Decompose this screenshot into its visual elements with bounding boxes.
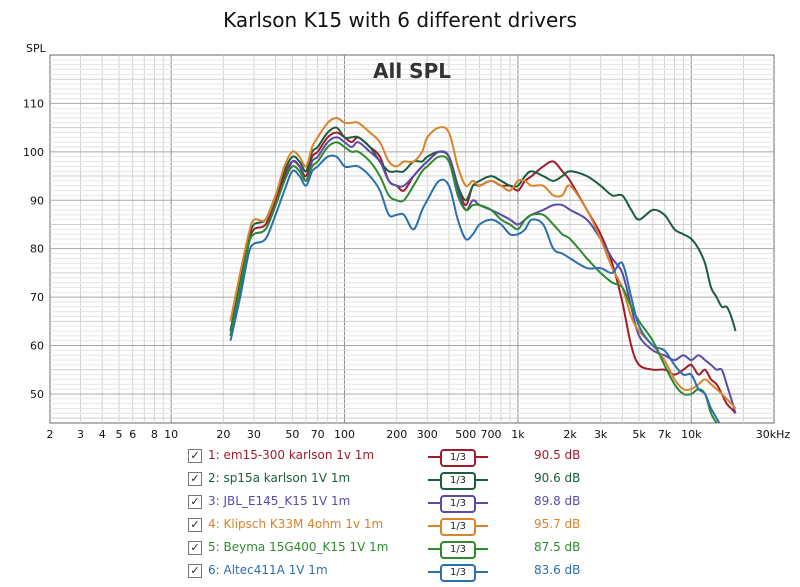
x-tick-label: 1k [511,428,525,441]
legend-level: 90.5 dB [534,448,581,462]
legend-smoothing-button[interactable]: 1/3 [440,472,476,490]
y-tick-label: 60 [30,340,44,353]
y-tick-label: 80 [30,243,44,256]
x-tick-label: 50 [285,428,299,441]
y-axis-label: SPL [26,42,47,55]
legend-label: 4: Klipsch K33M 4ohm 1v 1m [208,517,384,531]
x-tick-label: 4 [99,428,106,441]
legend-level: 89.8 dB [534,494,581,508]
legend-level: 90.6 dB [534,471,581,485]
x-axis-unit-label: 30kHz [756,428,791,441]
y-tick-label: 110 [23,97,44,110]
legend-smoothing-button[interactable]: 1/3 [440,564,476,582]
legend-checkbox[interactable]: ✓ [188,541,202,555]
x-tick-label: 3k [594,428,608,441]
x-tick-label: 8 [151,428,158,441]
x-tick-label: 500 [455,428,476,441]
legend-label: 3: JBL_E145_K15 1V 1m [208,494,351,508]
legend-smoothing-button[interactable]: 1/3 [440,541,476,559]
legend-smoothing-button[interactable]: 1/3 [440,518,476,536]
x-tick-label: 20 [216,428,230,441]
legend-checkbox[interactable]: ✓ [188,449,202,463]
legend: ✓ 1: em15-300 karlson 1v 1m 1/3 90.5 dB ✓ 2: … [188,446,608,584]
series-lines [229,116,737,423]
series-line-5 [229,141,718,423]
x-tick-label: 3 [77,428,84,441]
y-tick-label: 90 [30,194,44,207]
x-tick-label: 2 [47,428,54,441]
series-line-4 [229,116,737,410]
x-tick-label: 5k [632,428,646,441]
x-tick-label: 2k [563,428,577,441]
x-tick-labels: 2 3 4 5 6 8 10 20 30 50 70 100 200 300 500 700 1k 2k 3k 5k 7… [47,428,703,441]
legend-smoothing-button[interactable]: 1/3 [440,495,476,513]
x-tick-label: 30 [247,428,261,441]
x-tick-label: 7k [658,428,672,441]
legend-row-1: ✓ 1: em15-300 karlson 1v 1m 1/3 90.5 dB [188,446,608,469]
legend-row-3: ✓ 3: JBL_E145_K15 1V 1m 1/3 89.8 dB [188,492,608,515]
y-tick-label: 100 [23,146,44,159]
legend-label: 1: em15-300 karlson 1v 1m [208,448,375,462]
x-tick-label: 10 [164,428,178,441]
legend-smoothing-button[interactable]: 1/3 [440,449,476,467]
legend-label: 5: Beyma 15G400_K15 1V 1m [208,540,389,554]
legend-row-4: ✓ 4: Klipsch K33M 4ohm 1v 1m 1/3 95.7 dB [188,515,608,538]
y-tick-label: 50 [30,388,44,401]
series-line-1 [229,131,737,414]
chart-title: Karlson K15 with 6 different drivers [223,8,577,32]
grid [50,55,774,423]
legend-level: 87.5 dB [534,540,581,554]
legend-checkbox[interactable]: ✓ [188,495,202,509]
x-tick-label: 10k [681,428,702,441]
legend-label: 6: Altec411A 1V 1m [208,563,328,577]
legend-level: 95.7 dB [534,517,581,531]
x-tick-label: 100 [334,428,355,441]
x-tick-label: 6 [129,428,136,441]
y-tick-labels: 50 60 70 80 90 100 110 [23,97,44,401]
series-line-6 [229,154,721,423]
legend-row-2: ✓ 2: sp15a karlson 1V 1m 1/3 90.6 dB [188,469,608,492]
legend-checkbox[interactable]: ✓ [188,564,202,578]
legend-level: 83.6 dB [534,563,581,577]
series-line-3 [229,136,737,414]
legend-checkbox[interactable]: ✓ [188,472,202,486]
chart-subtitle: All SPL [373,59,451,83]
x-tick-label: 700 [481,428,502,441]
legend-row-6: ✓ 6: Altec411A 1V 1m 1/3 83.6 dB [188,561,608,584]
x-tick-label: 5 [115,428,122,441]
y-tick-label: 70 [30,291,44,304]
x-tick-label: 300 [417,428,438,441]
legend-label: 2: sp15a karlson 1V 1m [208,471,351,485]
legend-checkbox[interactable]: ✓ [188,518,202,532]
x-tick-label: 70 [311,428,325,441]
x-tick-label: 200 [386,428,407,441]
legend-row-5: ✓ 5: Beyma 15G400_K15 1V 1m 1/3 87.5 dB [188,538,608,561]
